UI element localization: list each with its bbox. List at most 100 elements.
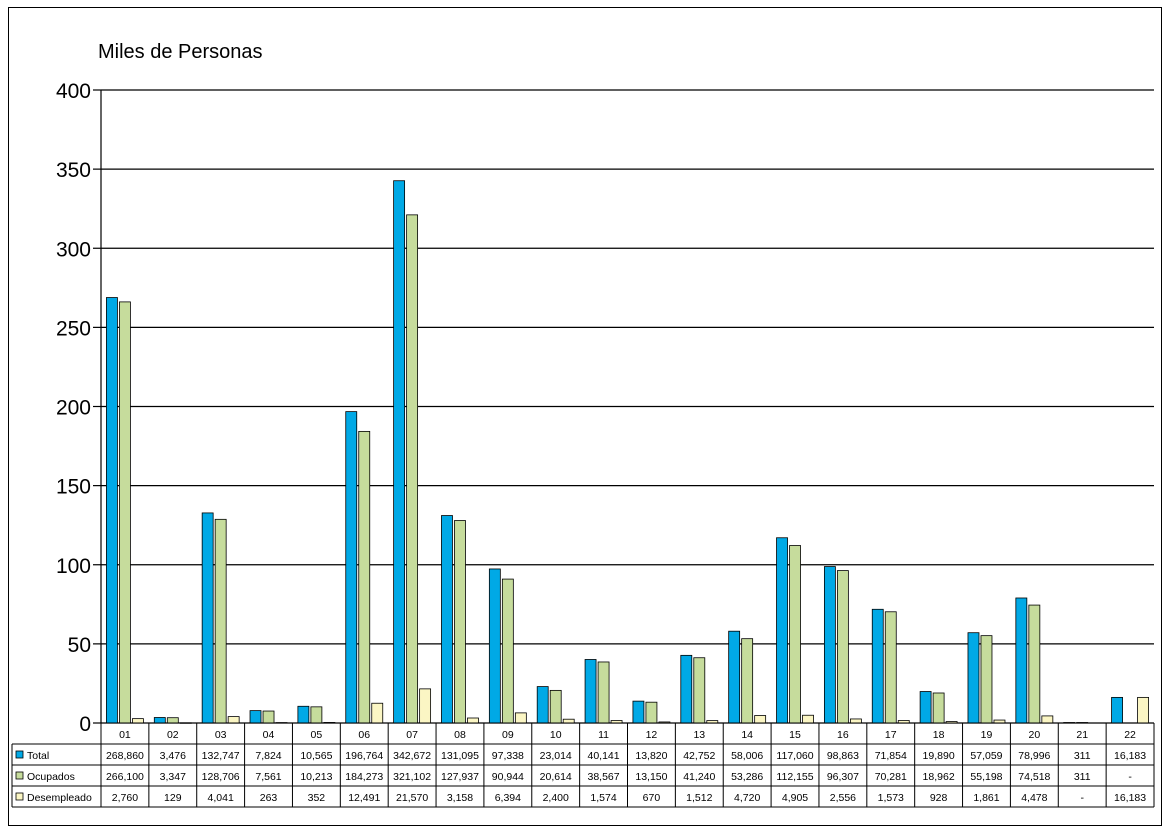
bar-ocupados-14: [741, 638, 754, 724]
bar-desempleado-06: [371, 702, 384, 724]
bar-ocupados-18: [932, 692, 945, 724]
data-label: 97,338: [492, 750, 524, 762]
legend-label-desempleado: Desempleado: [27, 792, 92, 804]
data-label: 184,273: [345, 771, 383, 783]
x-tick-label: 16: [837, 729, 849, 741]
x-tick-label: 04: [263, 729, 275, 741]
bar-ocupados-09: [501, 578, 514, 724]
bar-desempleado-09: [514, 712, 527, 724]
data-label: 4,720: [734, 792, 760, 804]
bar-desempleado-20: [1041, 715, 1054, 724]
x-tick-label: 09: [502, 729, 514, 741]
data-label: 342,672: [393, 750, 431, 762]
data-label: 10,565: [300, 750, 332, 762]
bar-desempleado-10: [562, 718, 575, 724]
x-tick-label: 01: [119, 729, 131, 741]
x-tick-label: 18: [933, 729, 945, 741]
bar-ocupados-16: [836, 570, 849, 724]
bar-total-13: [680, 654, 693, 724]
bar-ocupados-15: [789, 545, 801, 724]
legend-swatch-desempleado: [15, 792, 24, 801]
y-tick-label: 200: [56, 397, 91, 420]
data-label: 132,747: [202, 750, 240, 762]
bar-total-19: [967, 632, 980, 724]
data-label: 196,764: [345, 750, 383, 762]
data-label: 1,861: [973, 792, 999, 804]
bar-ocupados-02: [166, 717, 179, 724]
y-tick-label: 50: [68, 634, 91, 657]
x-tick-label: 15: [789, 729, 801, 741]
bar-total-10: [536, 686, 549, 724]
x-tick-label: 08: [454, 729, 466, 741]
data-label: 117,060: [776, 750, 813, 762]
data-label: 2,760: [112, 792, 138, 804]
bar-total-18: [919, 691, 932, 724]
data-label: 3,158: [447, 792, 473, 804]
bar-desempleado-14: [754, 715, 767, 724]
data-label: 16,183: [1114, 750, 1146, 762]
x-tick-label: 03: [215, 729, 227, 741]
bar-total-03: [201, 512, 214, 724]
data-label: 670: [643, 792, 661, 804]
x-tick-label: 12: [646, 729, 658, 741]
x-tick-label: 07: [406, 729, 418, 741]
bar-ocupados-17: [884, 611, 897, 724]
data-label: 74,518: [1018, 771, 1050, 783]
data-label: 321,102: [393, 771, 431, 783]
data-label: 352: [308, 792, 326, 804]
data-label: 71,854: [875, 750, 907, 762]
bar-total-09: [488, 568, 501, 724]
data-label: 96,307: [827, 771, 859, 783]
bar-ocupados-13: [693, 657, 706, 724]
legend-label-total: Total: [27, 750, 49, 762]
bar-desempleado-08: [467, 717, 479, 724]
bar-ocupados-01: [119, 301, 131, 724]
bar-total-12: [632, 700, 645, 724]
x-tick-label: 20: [1028, 729, 1040, 741]
data-label: -: [1080, 792, 1084, 804]
data-label: 4,041: [208, 792, 234, 804]
data-label: 40,141: [588, 750, 620, 762]
data-label: 1,512: [686, 792, 712, 804]
x-tick-label: 19: [981, 729, 993, 741]
data-label: 10,213: [300, 771, 332, 783]
gridlines: [101, 89, 1154, 724]
bar-ocupados-20: [1028, 604, 1041, 724]
bar-desempleado-01: [132, 718, 144, 724]
data-label: 4,905: [782, 792, 808, 804]
bar-total-22: [1111, 696, 1123, 724]
bar-total-17: [871, 608, 884, 724]
bar-ocupados-08: [454, 520, 466, 724]
bar-total-07: [393, 180, 406, 724]
bar-total-08: [441, 515, 453, 724]
x-tick-label: 05: [311, 729, 323, 741]
data-label: 16,183: [1114, 792, 1146, 804]
bar-ocupados-11: [597, 661, 610, 724]
data-label: 57,059: [970, 750, 1002, 762]
data-label: 127,937: [441, 771, 479, 783]
data-label: 129: [164, 792, 182, 804]
data-label: 128,706: [202, 771, 240, 783]
data-label: 42,752: [683, 750, 715, 762]
x-tick-label: 17: [885, 729, 897, 741]
y-tick-label: 300: [56, 238, 91, 261]
bar-desempleado-16: [849, 718, 862, 724]
y-tick-label: 250: [56, 317, 91, 340]
data-label: 2,556: [830, 792, 856, 804]
x-tick-label: 14: [741, 729, 753, 741]
data-label: 53,286: [731, 771, 763, 783]
data-label: 6,394: [495, 792, 521, 804]
x-tick-label: 13: [693, 729, 705, 741]
data-table: 01 02 03 04 05 06 07 08 09 10 11 12 13 14 15 16 17 18 19 20…: [11, 722, 1155, 808]
data-label: 1,573: [878, 792, 904, 804]
bar-desempleado-22: [1137, 696, 1149, 724]
data-label: 90,944: [492, 771, 524, 783]
data-label: 928: [930, 792, 948, 804]
data-label: 70,281: [875, 771, 907, 783]
data-label: 20,614: [540, 771, 572, 783]
bar-total-11: [584, 659, 597, 724]
data-label: 311: [1074, 750, 1091, 762]
x-tick-label: 22: [1124, 729, 1136, 741]
data-label: 55,198: [970, 771, 1002, 783]
